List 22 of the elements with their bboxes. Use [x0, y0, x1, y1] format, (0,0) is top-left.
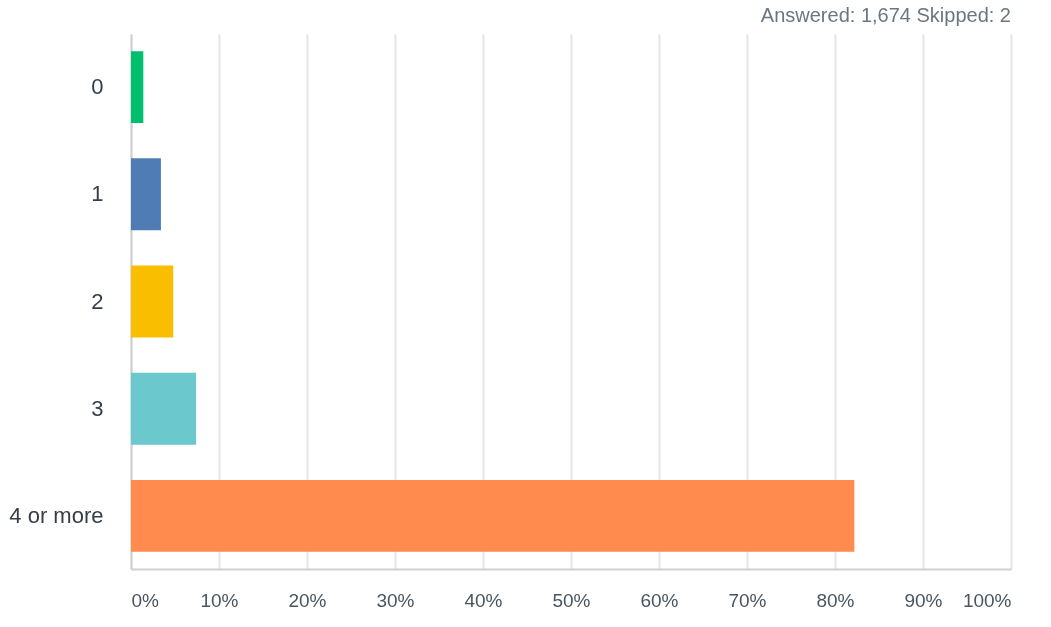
- bar: [131, 265, 174, 338]
- bar: [131, 158, 161, 231]
- bar: [131, 480, 855, 552]
- bar: [131, 51, 144, 123]
- y-tick-label: 4 or more: [9, 502, 104, 528]
- x-tick-label: 40%: [464, 589, 503, 611]
- x-tick-label: 50%: [552, 589, 591, 611]
- x-tick-label: 10%: [200, 589, 239, 611]
- x-tick-label: 60%: [640, 589, 679, 611]
- x-tick-label: 20%: [288, 589, 327, 611]
- x-tick-label: 90%: [904, 589, 943, 611]
- x-tick-label: 30%: [376, 589, 415, 611]
- chart-title: Answered: 1,674 Skipped: 2: [760, 4, 1011, 26]
- y-tick-label: 2: [91, 288, 104, 314]
- x-tick-label: 0%: [131, 589, 160, 611]
- bar: [131, 372, 197, 445]
- y-tick-label: 3: [91, 395, 104, 421]
- y-tick-label: 1: [91, 181, 104, 207]
- x-tick-label: 80%: [816, 589, 855, 611]
- x-tick-label: 100%: [962, 589, 1012, 611]
- y-tick-label: 0: [91, 74, 104, 100]
- x-tick-label: 70%: [728, 589, 767, 611]
